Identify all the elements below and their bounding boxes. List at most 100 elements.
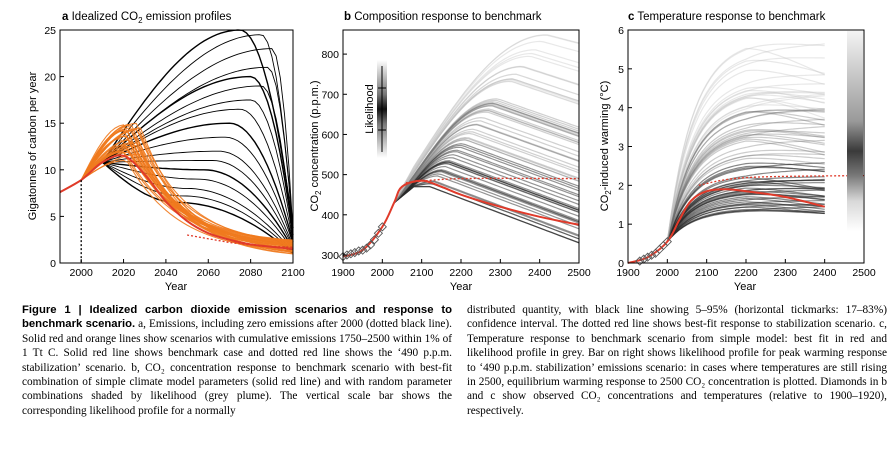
- plume-line: [666, 97, 825, 242]
- plume-line: [666, 136, 825, 242]
- plume-line: [393, 111, 580, 204]
- y-tick-label: 5: [50, 211, 56, 223]
- plume-line: [393, 79, 580, 204]
- plot-area-a: [59, 29, 294, 263]
- plume-line: [666, 157, 825, 242]
- plume-line: [666, 109, 825, 242]
- plume-line: [393, 124, 580, 204]
- plume-line: [393, 180, 580, 237]
- plume-line: [666, 93, 825, 242]
- y-axis-label-c: CO2-induced warming (°C): [599, 81, 613, 212]
- plume-line: [666, 118, 825, 242]
- plume-line: [666, 74, 825, 242]
- scenario-line-black: [101, 29, 294, 229]
- plume-line: [393, 103, 580, 204]
- x-tick-label: 2400: [813, 267, 837, 279]
- plume-line: [666, 92, 825, 242]
- plume-line: [393, 128, 580, 204]
- y-ticks-c: 0 1 2 3 4 5 6: [618, 25, 632, 270]
- plot-area-c: [627, 43, 865, 266]
- plume-line: [666, 91, 825, 242]
- plume-line: [666, 182, 825, 242]
- scenario-line-black: [101, 161, 294, 255]
- plume-line: [393, 165, 580, 217]
- plume-line: [393, 80, 580, 204]
- y-tick-label: 3: [618, 142, 624, 154]
- x-axis-label-c: Year: [734, 281, 757, 293]
- plume-line: [666, 153, 825, 242]
- figure-heading-text: Idealized carbon dioxide emission scenar…: [22, 304, 452, 331]
- stabilization-line: [405, 177, 580, 184]
- x-ticks-b: 1900 2000 2100 2200 2300 2400 2500: [331, 259, 591, 279]
- figure: a Idealized CO2 emission profiles 2000 20…: [27, 11, 876, 293]
- figure-number: Figure 1: [22, 304, 71, 316]
- plume-line: [666, 206, 825, 242]
- y-tick-label: 10: [44, 165, 56, 177]
- y-tick-label: 5: [618, 64, 624, 76]
- plume-line: [666, 47, 825, 242]
- y-tick-label: 0: [50, 258, 56, 270]
- y-tick-label: 700: [321, 89, 339, 101]
- plume-line: [666, 122, 825, 242]
- caption-column-1: Figure 1 | Idealized carbon dioxide emis…: [22, 303, 452, 418]
- x-tick-label: 1900: [331, 267, 355, 279]
- plume-line: [666, 59, 825, 242]
- observed-diamond: [373, 228, 384, 238]
- observed-diamond: [342, 250, 352, 260]
- x-tick-label: 2200: [734, 267, 758, 279]
- plume-line: [666, 109, 825, 242]
- plume-line: [666, 96, 825, 242]
- figure-sep: |: [70, 304, 90, 316]
- plume-line: [666, 94, 825, 242]
- plume-line: [393, 49, 580, 204]
- plume-line: [666, 57, 825, 242]
- y-tick-label: 400: [321, 210, 339, 222]
- plume-line: [666, 208, 825, 242]
- plume-line: [393, 110, 580, 204]
- plume-line: [393, 55, 580, 204]
- plume-line: [666, 138, 825, 242]
- y-tick-label: 6: [618, 25, 624, 37]
- x-tick-label: 2000: [70, 267, 94, 279]
- plume-line: [666, 89, 825, 242]
- plume-line: [393, 173, 580, 227]
- y-tick-label: 20: [44, 72, 56, 84]
- plume-line: [393, 34, 580, 203]
- plume-line: [666, 133, 825, 242]
- scenario-line-black: [102, 99, 294, 239]
- scenario-line-orange: [80, 142, 294, 242]
- plume-line: [393, 40, 580, 203]
- plot-frame-a: [59, 29, 294, 264]
- stabilization-line: [698, 174, 865, 186]
- observed-diamond: [662, 237, 672, 247]
- scenario-line-black: [102, 161, 294, 254]
- panel-a-letter: a: [62, 11, 69, 23]
- caption-heading: Figure 1 | Idealized carbon dioxide emis…: [22, 304, 452, 330]
- plume-line: [393, 78, 580, 204]
- plume-line: [666, 111, 825, 242]
- plume-line: [393, 131, 580, 204]
- plume-line: [666, 130, 825, 242]
- plume-line: [393, 78, 580, 204]
- y-tick-label: 800: [321, 49, 339, 61]
- panel-c-letter: c: [628, 11, 635, 23]
- plume-line: [393, 66, 580, 204]
- plume-line: [393, 175, 580, 230]
- y-tick-label: 4: [618, 103, 624, 115]
- plume-line: [393, 116, 580, 204]
- plume-line: [393, 105, 580, 204]
- x-tick-label: 2100: [410, 267, 434, 279]
- plume-line: [393, 120, 580, 204]
- plume-line: [393, 98, 580, 204]
- plume-line: [393, 123, 580, 204]
- panel-a-title-post: emission profiles: [143, 11, 232, 23]
- plume-line: [393, 161, 580, 212]
- y-axis-label-b: CO2 concentration (p.p.m.): [309, 80, 323, 211]
- plot-area-b: [338, 34, 580, 262]
- y-tick-label: 0: [618, 258, 624, 270]
- observed-diamond: [377, 222, 387, 232]
- observed-diamond: [350, 247, 360, 258]
- plume-line: [393, 34, 580, 203]
- x-tick-label: 2100: [695, 267, 719, 279]
- plume-line: [666, 154, 825, 242]
